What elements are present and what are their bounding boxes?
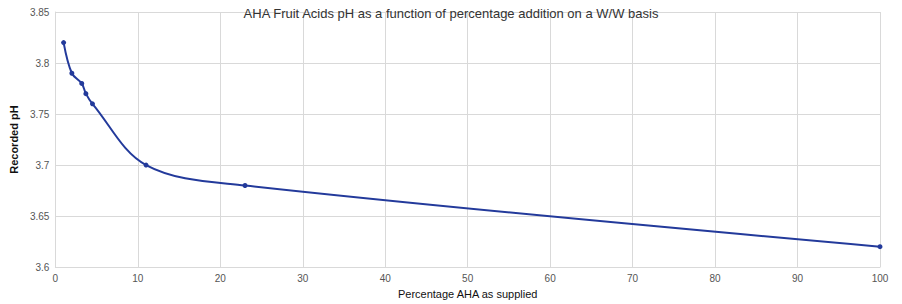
- svg-text:AHA Fruit Acids pH as a functi: AHA Fruit Acids pH as a function of perc…: [244, 6, 659, 21]
- svg-text:30: 30: [297, 273, 309, 284]
- svg-text:Recorded pH: Recorded pH: [8, 105, 20, 174]
- svg-text:20: 20: [215, 273, 227, 284]
- svg-text:3.6: 3.6: [35, 262, 49, 273]
- svg-text:50: 50: [462, 273, 474, 284]
- svg-text:3.7: 3.7: [35, 160, 49, 171]
- svg-text:10: 10: [132, 273, 144, 284]
- svg-text:90: 90: [792, 273, 804, 284]
- svg-text:3.75: 3.75: [30, 109, 50, 120]
- svg-text:0: 0: [53, 273, 59, 284]
- svg-text:70: 70: [627, 273, 639, 284]
- svg-text:100: 100: [872, 273, 889, 284]
- svg-text:3.65: 3.65: [30, 211, 50, 222]
- svg-text:3.8: 3.8: [35, 58, 49, 69]
- svg-text:3.85: 3.85: [30, 7, 50, 18]
- svg-text:60: 60: [545, 273, 557, 284]
- svg-text:Percentage AHA as supplied: Percentage AHA as supplied: [398, 288, 537, 300]
- svg-text:80: 80: [710, 273, 722, 284]
- svg-text:40: 40: [380, 273, 392, 284]
